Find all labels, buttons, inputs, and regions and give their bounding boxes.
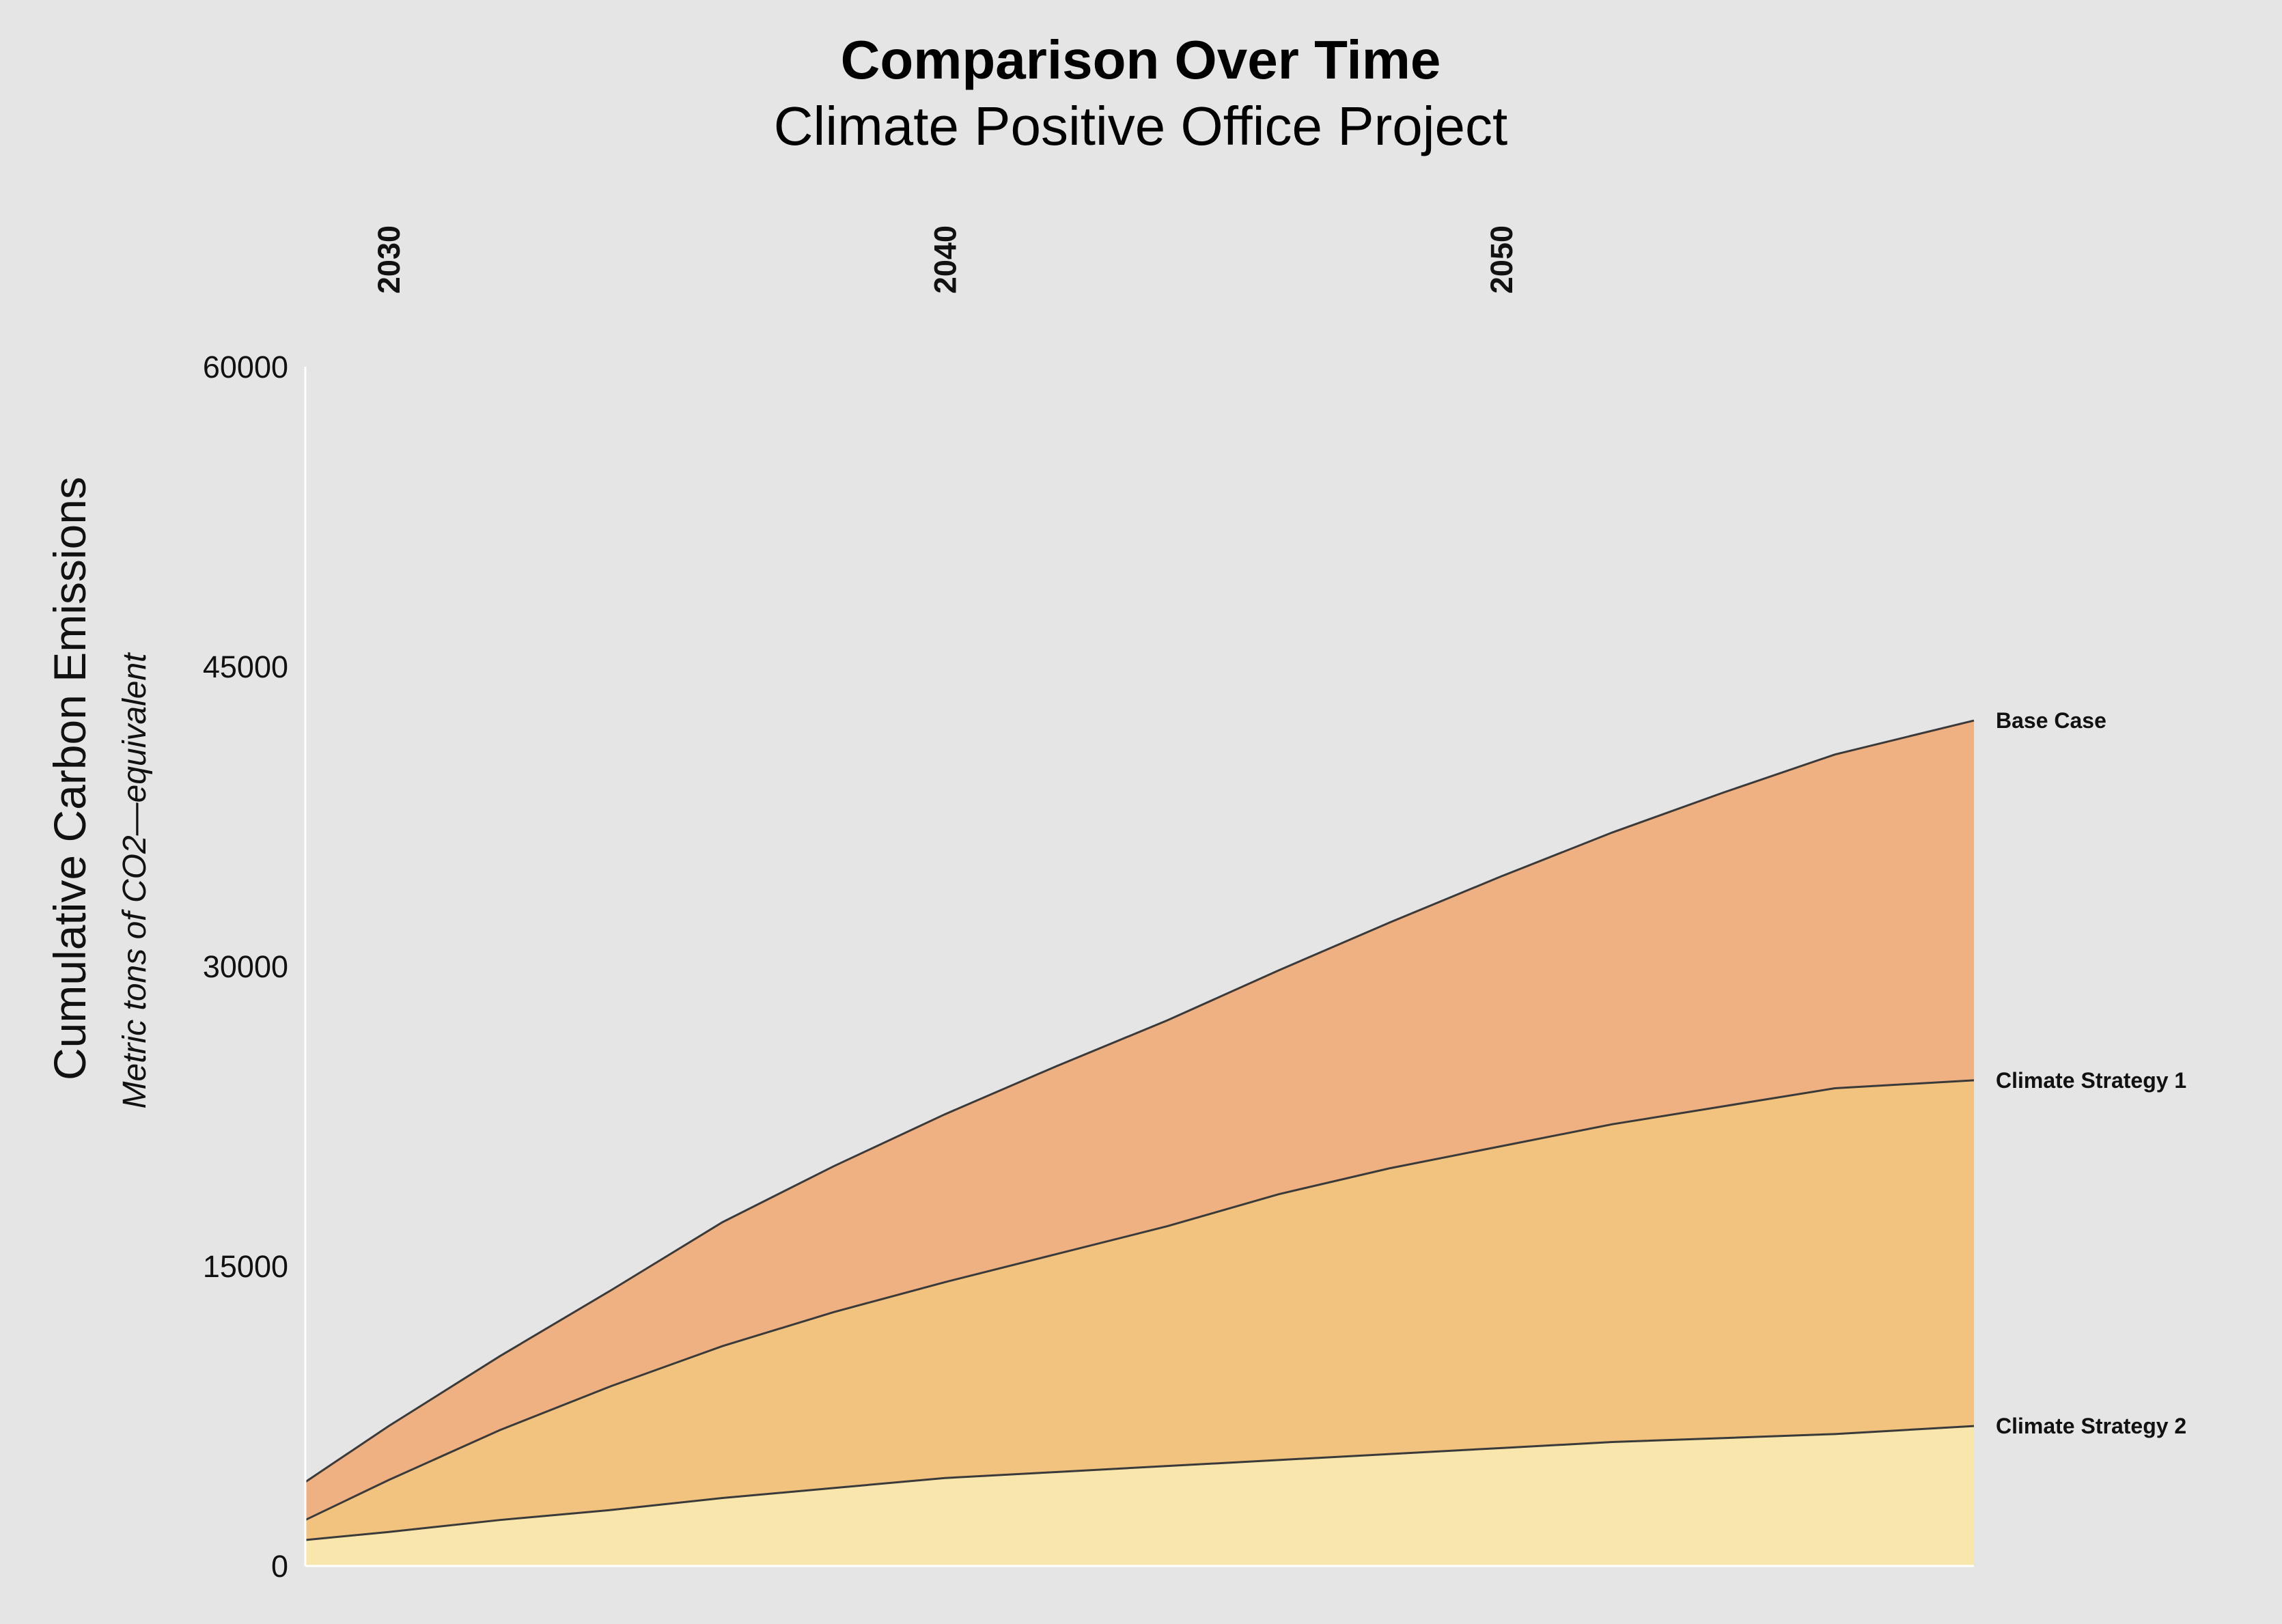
area-climate-strategy-2 xyxy=(305,1426,1974,1566)
line-base-case xyxy=(305,719,1975,1483)
series-labels: Base Case Climate Strategy 1 Climate Strat… xyxy=(1996,708,2186,1438)
series-lines xyxy=(305,719,1975,1541)
line-climate-strategy-1 xyxy=(305,1079,1975,1522)
chart-subtitle: Climate Positive Office Project xyxy=(774,96,1507,156)
series-label-climate-strategy-2: Climate Strategy 2 xyxy=(1996,1414,2186,1438)
series-areas xyxy=(305,720,1974,1566)
y-axis-label: Cumulative Carbon Emissions xyxy=(44,477,95,1080)
y-axis-ticks: 0 15000 30000 45000 60000 xyxy=(203,350,288,1584)
series-label-base-case: Base Case xyxy=(1996,708,2106,733)
line-climate-strategy-2 xyxy=(305,1425,1975,1541)
chart-title: Comparison Over Time xyxy=(841,29,1441,90)
y-tick-label: 30000 xyxy=(203,949,288,984)
x-tick-label: 2040 xyxy=(928,225,962,294)
y-tick-label: 45000 xyxy=(203,649,288,684)
y-axis-sublabel: Metric tons of CO2—equivalent xyxy=(117,652,153,1109)
x-axis-ticks: 2030 2040 2050 xyxy=(372,225,1519,294)
x-tick-label: 2050 xyxy=(1484,225,1519,294)
y-tick-label: 15000 xyxy=(203,1249,288,1284)
series-label-climate-strategy-1: Climate Strategy 1 xyxy=(1996,1068,2186,1093)
x-tick-label: 2030 xyxy=(372,225,406,294)
y-tick-label: 0 xyxy=(271,1549,288,1584)
y-tick-label: 60000 xyxy=(203,350,288,384)
